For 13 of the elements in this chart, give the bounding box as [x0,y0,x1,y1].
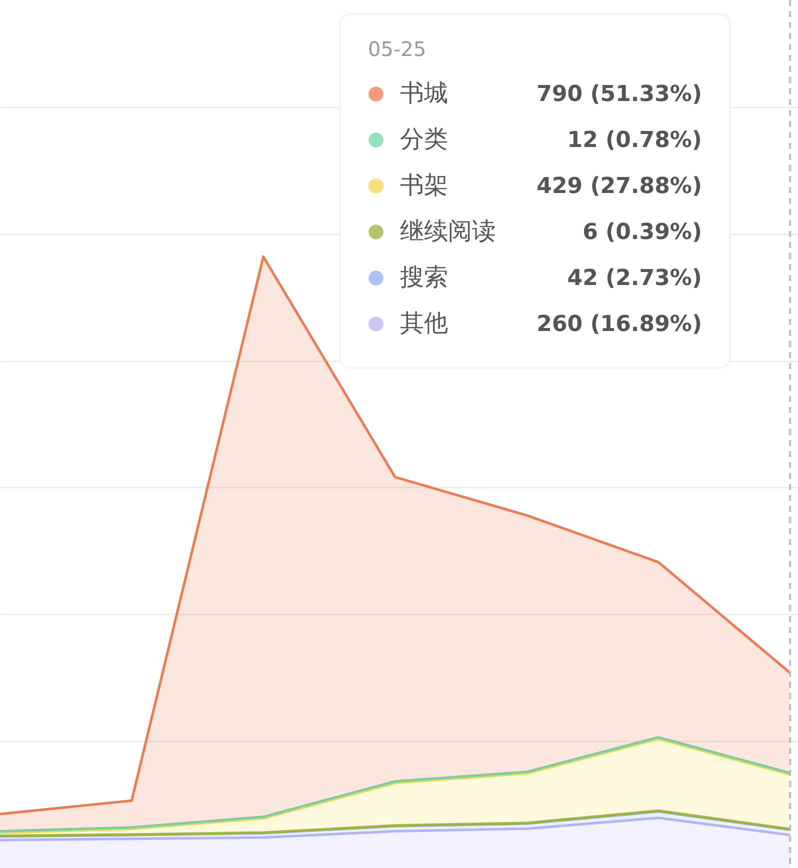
legend-label: 书架 [400,171,448,199]
legend-label: 继续阅读 [400,217,496,245]
text: 05-25 [368,37,426,61]
text: 429 (27.88%) [536,174,702,199]
legend-label: 书城 [400,79,448,107]
text: 12 (0.78%) [567,128,702,153]
legend-label: 分类 [400,125,448,153]
legend-label: 其他 [400,309,448,337]
legend-label: 搜索 [400,263,448,291]
text: 790 (51.33%) [536,82,702,107]
annotation: 42 (2.73%) [567,266,702,291]
text: 6 (0.39%) [582,220,702,245]
annotation: 260 (16.89%) [536,312,702,337]
